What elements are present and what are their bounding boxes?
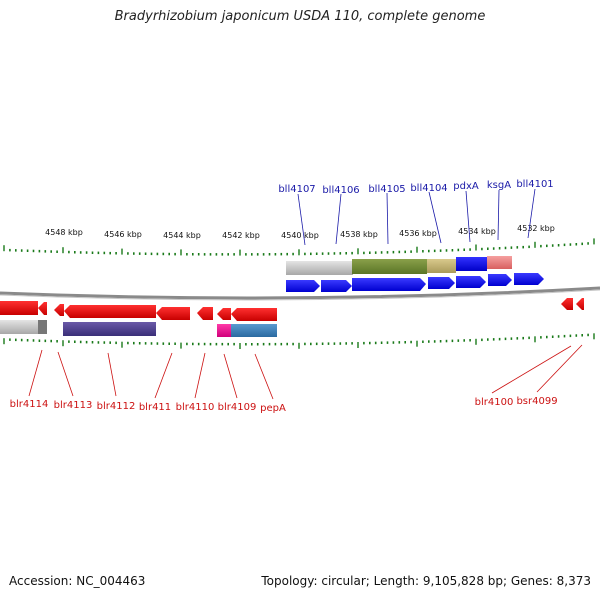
gene-arrow-reverse[interactable]: [217, 308, 231, 320]
feature-block[interactable]: [427, 259, 456, 273]
gene-label[interactable]: blr411: [139, 402, 171, 413]
feature-track-bottom: [0, 320, 277, 337]
gene-arrow-reverse[interactable]: [197, 307, 213, 320]
gene-arrow-reverse[interactable]: [561, 298, 573, 310]
gene-arrow-forward[interactable]: [428, 277, 455, 289]
feature-block[interactable]: [286, 261, 353, 275]
feature-block[interactable]: [231, 324, 277, 337]
gene-label[interactable]: bll4105: [368, 184, 405, 195]
gene-label[interactable]: pepA: [260, 403, 286, 414]
feature-block[interactable]: [487, 256, 512, 269]
gene-label[interactable]: blr4110: [176, 402, 215, 413]
genome-summary: Topology: circular; Length: 9,105,828 bp…: [261, 574, 591, 588]
genome-backbone: [0, 286, 600, 300]
ruler-label: 4538 kbp: [340, 230, 378, 239]
ruler-label: 4548 kbp: [45, 228, 83, 237]
feature-block[interactable]: [38, 320, 47, 334]
gene-arrows-reverse: [0, 298, 584, 321]
gene-arrow-forward[interactable]: [514, 273, 544, 285]
bottom-label-leaders: [28, 344, 583, 400]
gene-label[interactable]: blr4113: [54, 400, 93, 411]
feature-block[interactable]: [0, 320, 38, 334]
ruler-label: 4546 kbp: [104, 230, 142, 239]
gene-arrow-forward[interactable]: [286, 280, 320, 292]
gene-arrow-reverse[interactable]: [0, 301, 38, 315]
gene-label[interactable]: pdxA: [453, 181, 479, 192]
bottom-gene-labels: blr4114 blr4113 blr4112 blr411 blr4110 b…: [10, 396, 558, 414]
feature-block[interactable]: [456, 257, 487, 271]
gene-arrow-reverse[interactable]: [54, 304, 64, 316]
feature-block[interactable]: [217, 324, 231, 337]
page-title: Bradyrhizobium japonicum USDA 110, compl…: [114, 9, 486, 24]
gene-label[interactable]: bll4107: [278, 184, 315, 195]
feature-track-top: [286, 256, 512, 275]
gene-label[interactable]: bll4104: [410, 183, 447, 194]
top-gene-labels: bll4107 bll4106 bll4105 bll4104 pdxA ksg…: [278, 179, 553, 196]
top-label-leaders: [297, 188, 536, 246]
gene-arrows-forward: [286, 273, 544, 292]
ruler-ticks-bottom: [3, 333, 595, 349]
ruler-labels: 4548 kbp 4546 kbp 4544 kbp 4542 kbp 4540…: [45, 224, 555, 240]
ruler-label: 4532 kbp: [517, 224, 555, 233]
gene-label[interactable]: ksgA: [487, 180, 511, 191]
ruler-ticks-top: [3, 238, 595, 256]
gene-arrow-forward[interactable]: [321, 280, 352, 292]
ruler-label: 4542 kbp: [222, 231, 260, 240]
ruler-label: 4544 kbp: [163, 231, 201, 240]
gene-label[interactable]: bll4101: [516, 179, 553, 190]
gene-arrow-reverse[interactable]: [156, 307, 190, 320]
ruler-label: 4536 kbp: [399, 229, 437, 238]
gene-label[interactable]: bsr4099: [516, 396, 557, 407]
gene-arrow-reverse[interactable]: [38, 302, 47, 315]
gene-arrow-forward[interactable]: [488, 274, 512, 286]
gene-label[interactable]: blr4109: [218, 402, 257, 413]
gene-arrow-reverse[interactable]: [64, 305, 156, 318]
feature-block[interactable]: [352, 259, 427, 274]
ruler-label: 4534 kbp: [458, 227, 496, 236]
gene-label[interactable]: blr4112: [97, 401, 136, 412]
gene-label[interactable]: bll4106: [322, 185, 359, 196]
gene-arrow-reverse[interactable]: [576, 298, 584, 310]
gene-arrow-reverse[interactable]: [231, 308, 277, 321]
gene-label[interactable]: blr4114: [10, 399, 49, 410]
gene-arrow-forward[interactable]: [456, 276, 486, 288]
accession-label: Accession: NC_004463: [9, 574, 146, 588]
feature-block[interactable]: [63, 322, 156, 336]
gene-label[interactable]: blr4100: [475, 397, 514, 408]
gene-arrow-forward[interactable]: [352, 278, 426, 291]
ruler-label: 4540 kbp: [281, 231, 319, 240]
